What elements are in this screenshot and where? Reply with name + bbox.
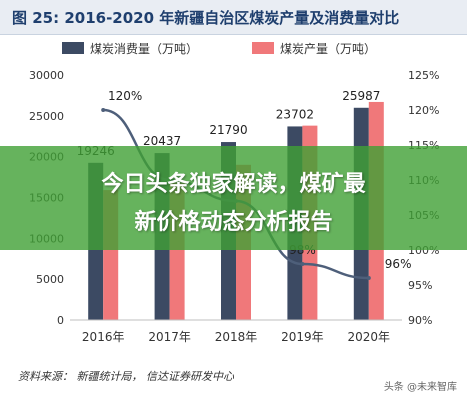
headline-banner: 今日头条独家解读，煤矿最 新价格动态分析报告 — [0, 146, 467, 250]
bar-value-label: 20437 — [143, 134, 181, 148]
ratio-point — [101, 108, 106, 112]
x-tick-label: 2016年 — [82, 330, 125, 344]
y-left-tick-label: 5000 — [36, 273, 64, 286]
legend-label: 煤炭消费量（万吨） — [90, 42, 198, 56]
y-right-tick-label: 125% — [408, 69, 439, 82]
legend-swatch — [252, 42, 274, 54]
source-note: 资料来源： 新疆统计局， 信达证券研发中心 — [18, 370, 234, 383]
chart-legend: 煤炭消费量（万吨） 煤炭产量（万吨） — [62, 42, 376, 56]
title-bar: 图 25: 2016-2020 年新疆自治区煤炭产量及消费量对比 — [0, 0, 467, 35]
bar-value-label: 25987 — [342, 89, 380, 103]
ratio-label: 120% — [108, 89, 142, 103]
banner-line-1: 今日头条独家解读，煤矿最 — [101, 172, 366, 197]
banner-line-2: 新价格动态分析报告 — [134, 210, 333, 235]
bar-value-label: 21790 — [209, 123, 247, 137]
legend-swatch — [62, 42, 84, 54]
ratio-point — [300, 262, 305, 266]
y-right-tick-label: 90% — [408, 314, 432, 327]
bar-value-label: 23702 — [276, 107, 314, 121]
x-tick-label: 2017年 — [148, 330, 191, 344]
chart-title: 图 25: 2016-2020 年新疆自治区煤炭产量及消费量对比 — [12, 9, 400, 27]
ratio-point — [366, 276, 371, 280]
y-left-tick-label: 0 — [57, 314, 64, 327]
x-tick-label: 2020年 — [348, 330, 391, 344]
y-right-tick-label: 95% — [408, 279, 432, 292]
y-left-tick-label: 25000 — [29, 110, 64, 123]
y-left-tick-label: 30000 — [29, 69, 64, 82]
x-axis: 2016年 2017年 2018年 2019年 2020年 — [70, 319, 402, 344]
y-right-tick-label: 120% — [408, 104, 439, 117]
x-tick-label: 2019年 — [281, 330, 324, 344]
ratio-label: 96% — [385, 257, 412, 271]
legend-label: 煤炭产量（万吨） — [280, 42, 376, 56]
watermark: 头条 @未来智库 — [383, 382, 457, 393]
x-tick-label: 2018年 — [215, 330, 258, 344]
